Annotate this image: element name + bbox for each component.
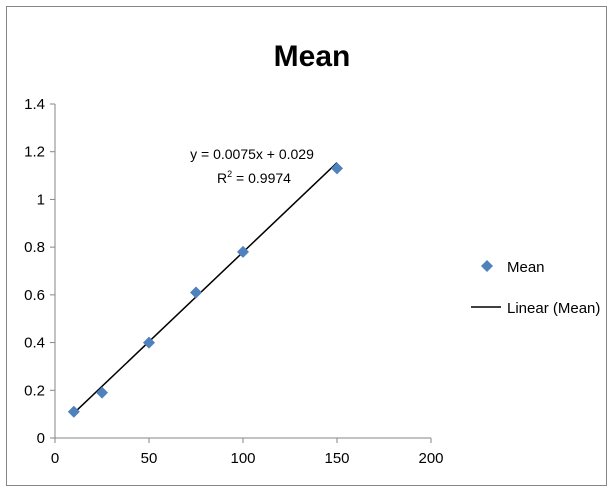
legend-label-linear: Linear (Mean) (507, 300, 600, 317)
x-tick-label: 150 (324, 450, 349, 467)
data-point (67, 405, 80, 418)
y-tick-label: 0.8 (24, 239, 45, 256)
y-tick-label: 0.6 (24, 287, 45, 304)
y-tick-label: 0 (37, 430, 45, 447)
y-axis-ticks: 0 0.2 0.4 0.6 0.8 1 1.2 1.4 (24, 96, 55, 447)
trendline-group (73, 162, 338, 414)
chart-title: Mean (274, 40, 351, 73)
x-tick-label: 100 (230, 450, 255, 467)
legend-label-mean: Mean (507, 259, 545, 276)
x-tick-label: 200 (418, 450, 443, 467)
data-point (96, 386, 108, 399)
data-point (331, 162, 343, 175)
trendline-equation: y = 0.0075x + 0.029 (190, 146, 314, 162)
data-point (143, 336, 155, 349)
x-tick-label: 0 (51, 450, 59, 467)
x-axis-ticks: 0 50 100 150 200 (51, 438, 444, 467)
legend-marker-mean (481, 260, 493, 272)
data-points (67, 162, 343, 418)
trendline-annotation: y = 0.0075x + 0.029 R2 = 0.9974 (190, 146, 314, 186)
r-squared-superscript: 2 (227, 169, 232, 179)
legend: Mean Linear (Mean) (471, 259, 600, 317)
y-tick-label: 1.4 (24, 96, 45, 113)
y-tick-label: 1 (37, 191, 45, 208)
data-point (190, 286, 202, 299)
r-squared-label: R2 = 0.9974 (217, 169, 291, 186)
data-point (237, 245, 249, 258)
r-squared-value: = 0.9974 (232, 170, 291, 186)
trendline-linear-mean (73, 162, 338, 414)
chart-area (6, 6, 607, 486)
y-tick-label: 1.2 (24, 144, 45, 161)
y-tick-label: 0.4 (24, 335, 45, 352)
r-squared-r: R (217, 170, 227, 186)
x-tick-label: 50 (141, 450, 158, 467)
y-tick-label: 0.2 (24, 382, 45, 399)
